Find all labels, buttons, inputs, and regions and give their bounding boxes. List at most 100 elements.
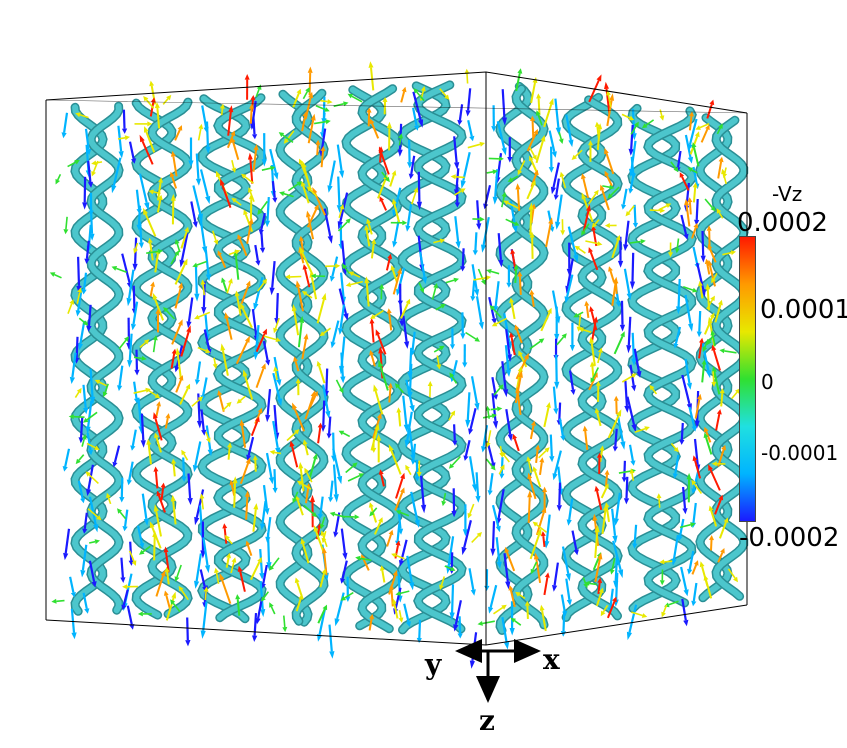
velocity-arrow (292, 491, 299, 504)
velocity-arrow (126, 605, 135, 630)
velocity-arrow (86, 304, 92, 332)
velocity-arrow (332, 448, 343, 485)
velocity-arrow (111, 266, 127, 274)
velocity-arrow (569, 322, 575, 352)
velocity-arrow (611, 508, 618, 544)
colorbar-tick-label: -0.0002 (739, 523, 840, 553)
velocity-arrow (463, 440, 471, 461)
velocity-arrow (355, 555, 372, 562)
velocity-arrow (473, 275, 492, 281)
velocity-arrow (106, 492, 112, 505)
velocity-arrow (402, 395, 409, 433)
velocity-arrow (195, 153, 202, 186)
velocity-arrow (619, 300, 626, 332)
velocity-arrow (127, 333, 133, 368)
velocity-arrow (249, 103, 255, 124)
velocity-arrow (489, 305, 502, 319)
velocity-arrow (560, 219, 566, 236)
velocity-arrow (174, 125, 183, 141)
velocity-arrow (545, 217, 554, 248)
velocity-arrow (453, 136, 460, 170)
velocity-arrow (301, 290, 313, 299)
velocity-arrow (395, 472, 405, 499)
velocity-arrow (146, 248, 164, 254)
velocity-arrow (379, 196, 388, 211)
velocity-arrow (217, 250, 227, 269)
velocity-arrow (585, 240, 603, 246)
velocity-arrow (719, 388, 725, 407)
velocity-arrow (174, 564, 182, 582)
velocity-arrow (255, 363, 266, 389)
velocity-arrow (315, 105, 330, 112)
velocity-arrow (293, 356, 300, 372)
velocity-arrow (302, 439, 309, 456)
velocity-arrow (681, 374, 692, 412)
velocity-arrow (295, 280, 304, 312)
velocity-arrow (659, 559, 673, 565)
velocity-arrow (175, 347, 183, 381)
velocity-arrow (228, 249, 241, 256)
velocity-arrow (527, 490, 533, 523)
velocity-arrow (714, 494, 724, 515)
velocity-arrow (117, 365, 124, 392)
velocity-arrow (571, 530, 579, 556)
velocity-arrow (119, 477, 125, 503)
velocity-arrow (328, 480, 334, 503)
velocity-arrow (121, 109, 128, 134)
velocity-arrow (77, 320, 86, 351)
velocity-arrow (457, 104, 464, 126)
velocity-arrow (532, 466, 542, 488)
velocity-arrow (684, 199, 691, 227)
velocity-arrow (688, 406, 697, 432)
velocity-arrow (348, 271, 361, 278)
velocity-arrow (493, 384, 504, 396)
velocity-arrow (257, 200, 268, 215)
velocity-arrow (87, 508, 102, 521)
velocity-arrow (628, 444, 636, 466)
velocity-arrow (503, 553, 511, 590)
velocity-arrow (160, 482, 166, 501)
velocity-arrow (460, 248, 466, 272)
velocity-arrow (139, 545, 151, 555)
velocity-arrow (323, 208, 333, 244)
velocity-arrow (254, 407, 263, 425)
velocity-arrow (244, 74, 250, 100)
velocity-arrow (395, 510, 410, 517)
velocity-arrows (49, 61, 741, 669)
velocity-arrow (623, 476, 630, 505)
velocity-arrow (298, 235, 304, 252)
velocity-arrow (514, 324, 523, 344)
velocity-arrow (271, 180, 278, 203)
velocity-arrow (711, 344, 721, 371)
velocity-arrow (163, 546, 170, 573)
box-back-top-edge (45, 71, 748, 114)
velocity-arrow (718, 517, 729, 539)
velocity-arrow (549, 434, 555, 463)
velocity-arrow (501, 89, 507, 126)
velocity-arrow (254, 244, 261, 266)
velocity-arrow (395, 590, 410, 596)
velocity-arrow (378, 359, 389, 391)
velocity-arrow (671, 534, 679, 566)
velocity-arrow (149, 281, 155, 297)
velocity-arrow (235, 594, 241, 616)
velocity-arrow (88, 496, 99, 533)
velocity-arrow (181, 449, 189, 461)
velocity-arrow (334, 592, 345, 627)
velocity-arrow (453, 600, 462, 632)
velocity-arrow (51, 598, 65, 604)
velocity-arrow (345, 462, 358, 474)
velocity-arrow (588, 247, 599, 271)
velocity-arrow (302, 87, 310, 100)
velocity-arrow (590, 367, 600, 383)
velocity-arrow (262, 340, 271, 366)
velocity-arrow (552, 386, 559, 415)
velocity-arrow (707, 259, 716, 287)
velocity-arrow (420, 86, 426, 101)
velocity-arrow (709, 535, 714, 551)
velocity-arrow (369, 350, 376, 367)
velocity-arrow (140, 413, 146, 448)
velocity-arrow (696, 310, 702, 338)
velocity-arrow (464, 68, 470, 84)
